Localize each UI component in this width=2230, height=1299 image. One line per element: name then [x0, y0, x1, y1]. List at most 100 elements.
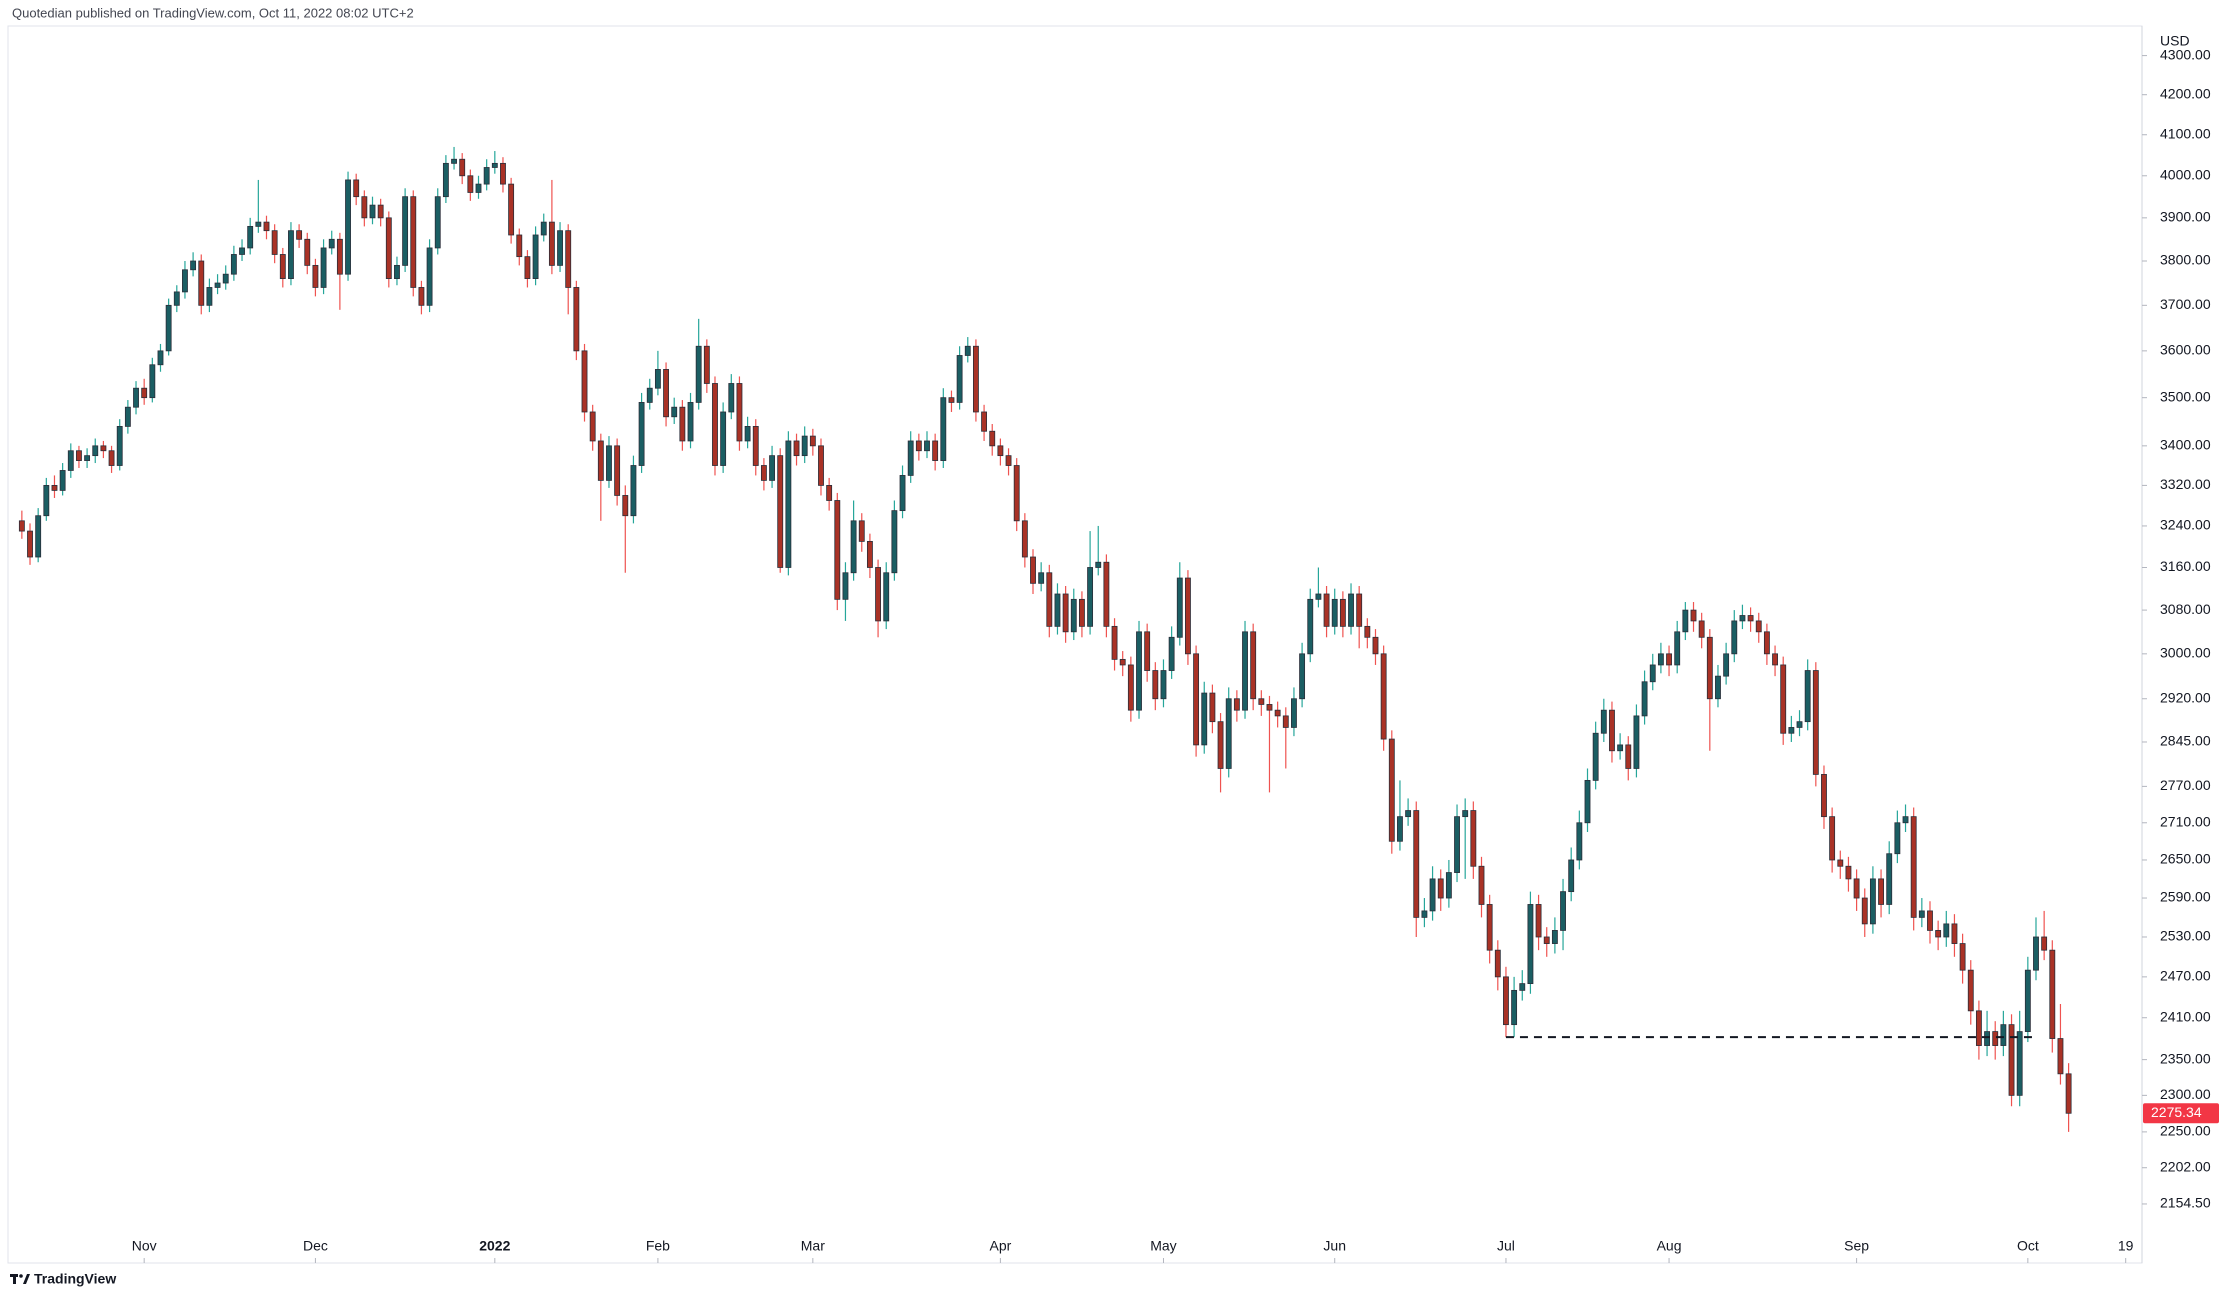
logo-part [23, 1274, 30, 1284]
candle-body [1331, 598, 1338, 627]
candle-body [263, 221, 270, 232]
candle-body [1918, 910, 1925, 918]
y-tick-label: 3500.00 [2160, 388, 2211, 404]
candle-body [1405, 810, 1412, 818]
candle-body [818, 445, 824, 486]
candle-body [1763, 631, 1770, 655]
candle-body [165, 304, 172, 352]
candle-body [500, 162, 506, 185]
candle-body [1812, 670, 1819, 775]
candle-body [1951, 923, 1958, 944]
candle-body [1772, 653, 1778, 666]
candle-body [1902, 816, 1909, 824]
candle-body [744, 426, 751, 442]
candle-body [1715, 675, 1721, 700]
candle-body [1560, 891, 1566, 931]
candle-body [124, 406, 131, 427]
candle-body [18, 520, 25, 532]
candle-body [1445, 872, 1452, 899]
candle-body [214, 282, 221, 288]
x-tick-label: May [1150, 1238, 1176, 1254]
candle-body [671, 406, 678, 418]
candle-body [932, 440, 939, 461]
candle-body [475, 183, 482, 193]
candle-body [654, 369, 661, 389]
candle-body [1992, 1031, 1999, 1046]
candle-body [459, 158, 466, 177]
candle-body [940, 397, 947, 461]
candle-body [1339, 598, 1346, 627]
candle-body [793, 440, 800, 457]
y-tick-label: 4000.00 [2160, 166, 2211, 182]
y-tick-label: 2470.00 [2160, 968, 2211, 984]
candle-body [1821, 774, 1827, 818]
x-tick-label: Aug [1657, 1238, 1682, 1254]
candle-body [491, 162, 498, 168]
candle-body [2000, 1024, 2007, 1046]
candle-body [108, 450, 115, 466]
candle-body [190, 260, 197, 271]
candle-body [279, 254, 286, 279]
candle-body [402, 196, 409, 266]
candle-body [1894, 822, 1901, 855]
candle-body [1217, 721, 1224, 769]
x-tick-label: 19 [2118, 1238, 2134, 1254]
candle-body [1543, 936, 1550, 944]
candle-body [27, 530, 33, 558]
candle-body [1551, 930, 1558, 944]
x-tick-label: Feb [646, 1238, 670, 1254]
candle-body [1160, 670, 1167, 700]
candle-body [663, 369, 669, 418]
candle-body [1837, 859, 1844, 867]
candle-body [377, 204, 384, 219]
candle-body [434, 196, 441, 249]
candle-body [35, 515, 42, 558]
candle-body [875, 567, 881, 622]
candle-body [1013, 465, 1020, 522]
candle-body [2016, 1031, 2023, 1096]
candle-body [410, 196, 417, 288]
candle-body [1388, 738, 1395, 842]
candle-body [1511, 989, 1518, 1026]
candle-body [785, 440, 792, 568]
candle-body [1356, 593, 1363, 627]
candle-body [1291, 698, 1297, 728]
candle-body [1600, 709, 1607, 734]
y-tick-label: 3320.00 [2160, 476, 2211, 492]
y-tick-label: 2590.00 [2160, 889, 2211, 905]
candle-body [646, 387, 653, 403]
candle-body [116, 426, 123, 466]
candle-body [1723, 653, 1730, 677]
candle-body [92, 445, 99, 457]
candle-body [59, 470, 66, 491]
x-tick-label: Sep [1844, 1238, 1869, 1254]
candle-body [858, 520, 865, 542]
candle-body [565, 230, 572, 288]
candle-body [1527, 904, 1534, 985]
candle-body [1869, 878, 1876, 925]
y-tick-label: 3800.00 [2160, 252, 2211, 268]
candle-body [1927, 910, 1933, 931]
candle-body [1201, 692, 1208, 746]
candle-body [1054, 593, 1061, 627]
candle-body [1584, 779, 1591, 824]
x-tick-label: Nov [132, 1238, 157, 1254]
x-tick-label: Apr [989, 1238, 1011, 1254]
candle-body [679, 406, 686, 442]
candle-body [1698, 620, 1705, 638]
last-price-box [2143, 1103, 2219, 1124]
candle-body [336, 238, 343, 275]
candle-body [842, 572, 849, 600]
candle-body [1845, 865, 1852, 880]
y-tick-label: 3000.00 [2160, 645, 2211, 661]
candle-body [1152, 670, 1159, 700]
candle-body [540, 221, 547, 236]
candle-body [1486, 904, 1493, 951]
candle-body [451, 158, 457, 164]
candle-body [1935, 930, 1942, 938]
candle-body [1633, 715, 1640, 769]
y-tick-label: 4200.00 [2160, 85, 2211, 101]
y-tick-label: 2250.00 [2160, 1123, 2211, 1139]
candle-body [288, 230, 294, 279]
candle-body [850, 520, 857, 574]
